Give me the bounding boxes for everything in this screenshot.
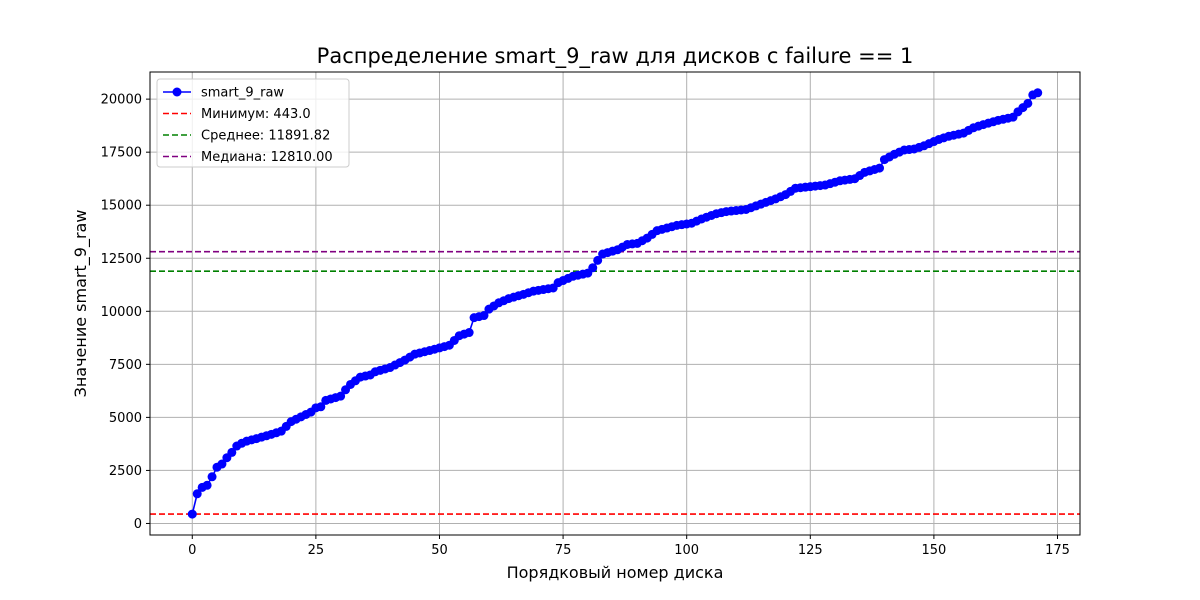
grid <box>150 72 1080 535</box>
y-tick-label: 7500 <box>109 358 142 373</box>
data-point <box>207 472 217 482</box>
legend-label: Среднее: 11891.82 <box>201 129 330 144</box>
legend-label: Минимум: 443.0 <box>201 107 311 122</box>
x-tick-label: 50 <box>431 543 448 558</box>
plot-frame <box>149 71 1081 536</box>
legend-label: Медиана: 12810.00 <box>201 150 333 165</box>
x-tick-label: 125 <box>798 543 823 558</box>
y-tick-label: 17500 <box>101 146 142 161</box>
data-point <box>464 328 474 338</box>
x-tick-label: 100 <box>674 543 699 558</box>
legend-box <box>156 78 350 168</box>
x-tick-label: 75 <box>555 543 572 558</box>
data-point <box>336 391 346 401</box>
data-point <box>593 255 603 265</box>
x-axis-label: Порядковый номер диска <box>507 563 724 582</box>
y-tick-label: 20000 <box>101 93 142 108</box>
data-point <box>875 163 885 173</box>
y-tick-label: 12500 <box>101 252 142 267</box>
x-tick-label: 25 <box>308 543 325 558</box>
data-point <box>479 311 489 321</box>
chart-title: Распределение smart_9_raw для дисков с f… <box>317 44 914 69</box>
y-tick-label: 0 <box>134 517 142 532</box>
data-point <box>217 459 227 469</box>
data-point <box>1023 98 1033 108</box>
x-axis: 0 25 50 75 100 125 150 175 <box>188 535 1070 558</box>
data-point <box>1033 88 1043 98</box>
data-point <box>588 263 598 273</box>
data-point <box>202 480 212 490</box>
legend-entries: smart_9_raw Минимум: 443.0 Среднее: 11891.… <box>163 86 333 165</box>
y-tick-label: 15000 <box>101 199 142 214</box>
y-tick-label: 2500 <box>109 464 142 479</box>
data-point <box>316 402 326 412</box>
y-tick-label: 10000 <box>101 305 142 320</box>
data-point <box>192 489 202 499</box>
legend-label: smart_9_raw <box>201 86 284 101</box>
y-axis-label: Значение smart_9_raw <box>71 210 91 398</box>
x-tick-label: 175 <box>1045 543 1070 558</box>
data-point <box>187 509 197 519</box>
x-tick-label: 150 <box>921 543 946 558</box>
series-smart-9-raw <box>187 88 1043 519</box>
y-tick-label: 5000 <box>109 411 142 426</box>
legend-marker <box>172 87 182 97</box>
legend: smart_9_raw Минимум: 443.0 Среднее: 11891.… <box>156 78 350 168</box>
y-axis: 0 2500 5000 7500 10000 12500 15000 17500 20000 <box>101 93 150 532</box>
data-point <box>227 447 237 457</box>
x-tick-label: 0 <box>188 543 196 558</box>
